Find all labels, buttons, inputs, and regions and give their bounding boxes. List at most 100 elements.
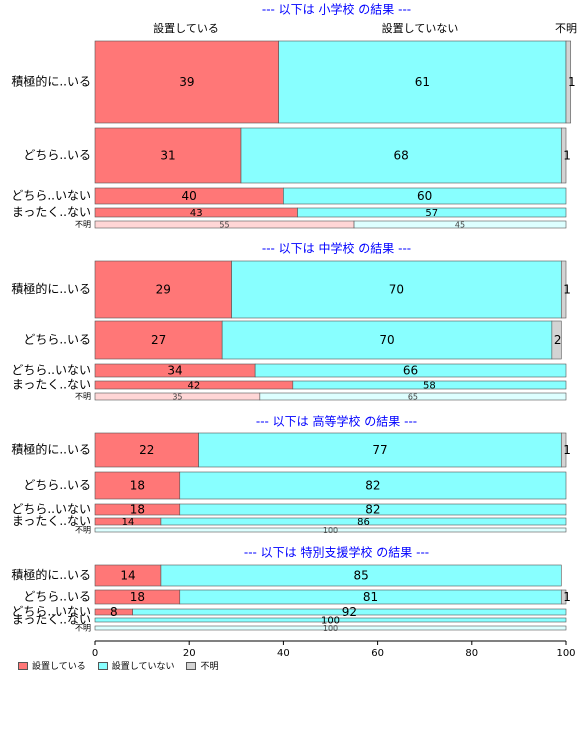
row-label: 不明	[75, 624, 91, 633]
bar-value-label: 18	[130, 590, 145, 604]
bar-notset	[179, 503, 567, 516]
bar-notset	[231, 260, 562, 319]
bar-value-label: 61	[415, 75, 430, 89]
x-tick-label: 0	[92, 648, 98, 659]
row-label: 不明	[75, 392, 91, 401]
row-label: どちら..いない	[11, 605, 91, 619]
bar-value-label: 58	[423, 381, 436, 392]
bar-set	[94, 260, 232, 319]
row-label: 積極的に..いる	[11, 442, 91, 457]
bar-value-label: 82	[365, 479, 380, 493]
x-tick-label: 40	[277, 648, 290, 659]
bar-value-label: 31	[160, 149, 175, 163]
bar-value-label: 29	[156, 283, 171, 297]
bar-set	[94, 320, 223, 360]
column-header-set: 設置している	[153, 21, 219, 35]
bar-notset	[160, 564, 562, 587]
bar-value-label: 100	[321, 616, 340, 627]
bar-value-label: 42	[188, 381, 201, 392]
bar-notset	[160, 517, 567, 526]
bar-value-label: 77	[372, 443, 387, 457]
row-label: まったく..ない	[12, 205, 91, 219]
bar-value-label: 35	[172, 393, 182, 402]
legend-label: 不明	[200, 662, 219, 672]
bar-value-label: 18	[130, 503, 145, 517]
row-label: 積極的に..いる	[11, 281, 91, 296]
bar-notset	[132, 608, 567, 616]
row-label: どちら..いない	[11, 363, 91, 377]
bar-notset	[94, 527, 567, 533]
bar-value-label: 68	[394, 149, 409, 163]
bar-value-label: 8	[110, 605, 118, 619]
bar-unknown	[551, 320, 562, 360]
bar-value-label: 66	[403, 364, 418, 378]
bar-value-label: 85	[353, 569, 368, 583]
row-label: どちら..いない	[11, 502, 91, 516]
bar-value-label: 27	[151, 333, 166, 347]
column-header-notset: 設置していない	[382, 21, 459, 35]
row-label: どちら..いる	[23, 590, 91, 604]
bar-unknown	[560, 432, 567, 468]
panel-title: --- 以下は 特別支援学校 の結果 ---	[244, 545, 429, 560]
bar-value-label: 40	[182, 189, 197, 203]
row-label: 積極的に..いる	[11, 567, 91, 582]
bar-notset	[94, 617, 567, 623]
bar-value-label: 82	[365, 503, 380, 517]
legend-item: 設置していない	[97, 659, 175, 672]
bar-value-label: 14	[122, 517, 135, 528]
bar-value-label: 65	[408, 393, 418, 402]
bar-unknown	[560, 260, 567, 319]
bar-value-label: 1	[563, 283, 571, 297]
bar-value-label: 92	[342, 605, 357, 619]
x-tick-label: 60	[371, 648, 384, 659]
bar-notset	[94, 625, 567, 631]
row-label: どちら..いる	[23, 478, 91, 492]
bar-unknown	[560, 127, 567, 184]
legend-label: 設置していない	[111, 662, 175, 672]
bar-value-label: 81	[363, 590, 378, 604]
legend-label: 設置している	[32, 662, 86, 672]
panel-title: --- 以下は 小学校 の結果 ---	[262, 2, 411, 17]
legend-item: 不明	[186, 659, 218, 672]
bar-notset	[292, 380, 567, 390]
panel-title: --- 以下は 中学校 の結果 ---	[262, 241, 411, 256]
bar-value-label: 39	[179, 75, 194, 89]
bar-value-label: 70	[389, 283, 404, 297]
bar-value-label: 14	[120, 569, 135, 583]
row-label: 積極的に..いる	[11, 74, 91, 89]
bar-notset	[297, 207, 567, 218]
bar-notset	[179, 471, 567, 500]
bar-set	[94, 40, 279, 124]
bar-notset	[240, 127, 562, 184]
bar-value-label: 55	[219, 221, 229, 230]
bar-value-label: 43	[190, 208, 203, 219]
bar-unknown	[560, 589, 567, 605]
row-label: どちら..いない	[11, 189, 91, 203]
bar-value-label: 57	[425, 208, 438, 219]
bar-value-label: 45	[455, 221, 465, 230]
row-label: まったく..ない	[12, 378, 91, 392]
bar-value-label: 86	[357, 517, 370, 528]
bar-value-label: 1	[568, 75, 576, 89]
column-header-unknown: 不明	[555, 22, 577, 35]
legend-swatch	[186, 661, 197, 670]
bar-value-label: 70	[379, 333, 394, 347]
row-label: まったく..ない	[12, 613, 91, 627]
legend-item: 設置している	[18, 659, 86, 672]
bar-value-label: 1	[563, 149, 571, 163]
bar-value-label: 22	[139, 443, 154, 457]
bar-value-label: 100	[323, 624, 338, 633]
bar-notset	[259, 392, 567, 401]
legend-swatch	[97, 661, 108, 670]
row-label: どちら..いる	[23, 148, 91, 162]
chart-legend: 設置している 設置していない 不明	[18, 659, 218, 672]
bar-value-label: 1	[563, 590, 571, 604]
bar-value-label: 34	[167, 364, 182, 378]
legend-swatch	[18, 661, 28, 670]
bar-unknown	[565, 40, 572, 124]
bar-notset	[283, 187, 567, 205]
bar-notset	[221, 320, 553, 360]
row-label: 不明	[75, 526, 91, 535]
x-tick-label: 20	[183, 648, 196, 659]
